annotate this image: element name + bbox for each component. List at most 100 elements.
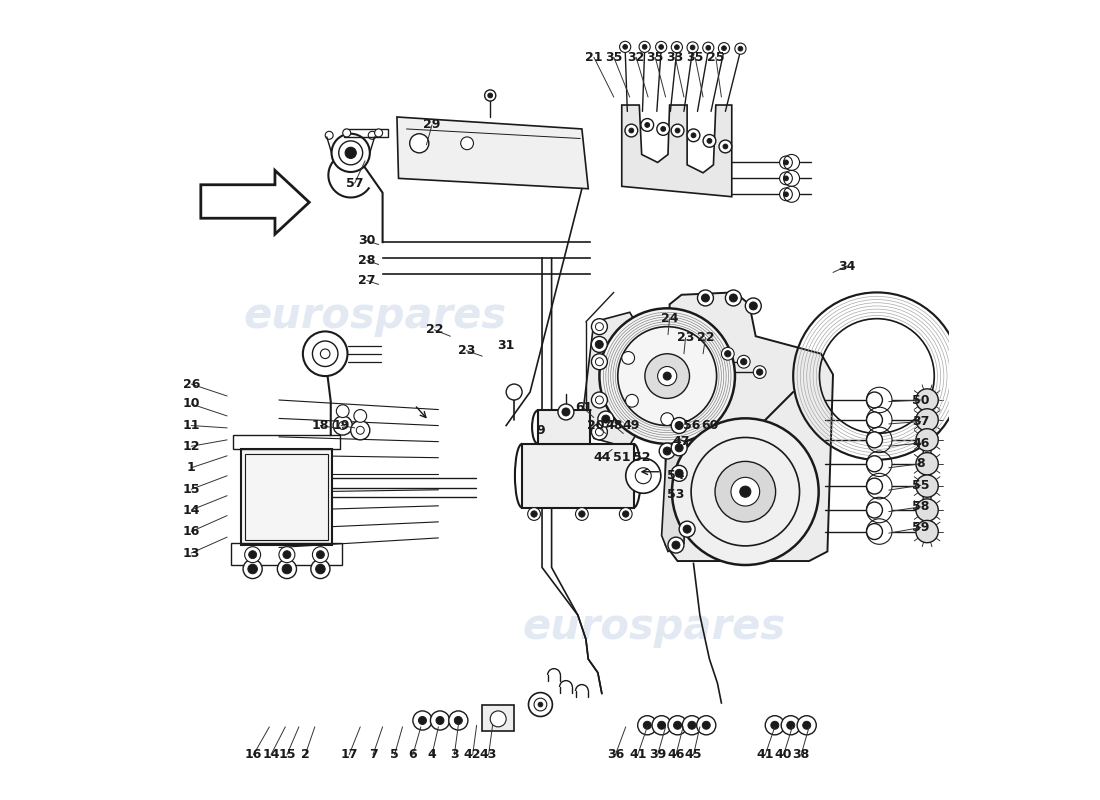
Circle shape bbox=[703, 42, 714, 54]
Circle shape bbox=[283, 550, 290, 558]
Circle shape bbox=[244, 546, 261, 562]
Text: 16: 16 bbox=[244, 748, 262, 762]
Circle shape bbox=[579, 511, 585, 517]
Circle shape bbox=[780, 188, 792, 201]
Text: 1: 1 bbox=[187, 462, 196, 474]
Circle shape bbox=[485, 90, 496, 101]
Circle shape bbox=[592, 424, 607, 440]
Circle shape bbox=[688, 42, 698, 53]
Circle shape bbox=[658, 366, 676, 386]
Circle shape bbox=[354, 410, 366, 422]
Circle shape bbox=[625, 124, 638, 137]
Polygon shape bbox=[690, 446, 705, 460]
Circle shape bbox=[683, 525, 691, 533]
Circle shape bbox=[351, 421, 370, 440]
Circle shape bbox=[757, 369, 763, 375]
Circle shape bbox=[663, 372, 671, 380]
Text: 23: 23 bbox=[458, 344, 475, 357]
Circle shape bbox=[803, 722, 811, 730]
Text: 56: 56 bbox=[683, 419, 701, 432]
Circle shape bbox=[740, 358, 747, 365]
Text: 55: 55 bbox=[912, 479, 930, 492]
Circle shape bbox=[690, 45, 695, 50]
Circle shape bbox=[783, 160, 789, 165]
Text: 37: 37 bbox=[912, 415, 930, 428]
Polygon shape bbox=[682, 514, 697, 526]
Circle shape bbox=[430, 711, 450, 730]
Text: 2: 2 bbox=[301, 748, 309, 762]
Circle shape bbox=[798, 716, 816, 735]
Text: 22: 22 bbox=[426, 323, 443, 336]
Circle shape bbox=[659, 443, 675, 459]
Circle shape bbox=[702, 294, 710, 302]
Circle shape bbox=[626, 394, 638, 407]
Circle shape bbox=[638, 716, 657, 735]
Circle shape bbox=[645, 354, 690, 398]
Circle shape bbox=[642, 45, 647, 50]
Text: 16: 16 bbox=[183, 525, 200, 538]
Text: 33: 33 bbox=[667, 50, 684, 64]
Circle shape bbox=[749, 302, 757, 310]
Bar bbox=[522, 444, 634, 508]
Text: 50: 50 bbox=[912, 394, 930, 406]
Text: 20: 20 bbox=[587, 419, 605, 432]
Circle shape bbox=[702, 722, 711, 730]
Text: 31: 31 bbox=[497, 339, 515, 352]
Circle shape bbox=[916, 409, 938, 431]
Text: 11: 11 bbox=[183, 419, 200, 432]
Circle shape bbox=[592, 354, 607, 370]
Text: 60: 60 bbox=[701, 419, 718, 432]
Circle shape bbox=[867, 456, 882, 472]
Text: 15: 15 bbox=[278, 748, 296, 762]
Circle shape bbox=[337, 405, 349, 418]
Bar bbox=[241, 450, 332, 545]
Text: 13: 13 bbox=[183, 546, 200, 559]
Text: 26: 26 bbox=[183, 378, 200, 390]
Text: 38: 38 bbox=[792, 748, 810, 762]
Circle shape bbox=[783, 192, 789, 197]
Circle shape bbox=[735, 43, 746, 54]
Circle shape bbox=[343, 129, 351, 137]
Circle shape bbox=[746, 298, 761, 314]
Circle shape bbox=[418, 717, 427, 725]
Circle shape bbox=[531, 511, 537, 517]
Circle shape bbox=[592, 392, 607, 408]
Text: 17: 17 bbox=[340, 748, 358, 762]
Text: 18: 18 bbox=[311, 419, 329, 432]
Circle shape bbox=[725, 290, 741, 306]
Bar bbox=[231, 542, 342, 565]
Circle shape bbox=[277, 559, 297, 578]
Circle shape bbox=[592, 318, 607, 334]
Circle shape bbox=[641, 118, 653, 131]
Circle shape bbox=[657, 122, 670, 135]
Text: 41: 41 bbox=[757, 748, 774, 762]
Polygon shape bbox=[700, 532, 714, 547]
Polygon shape bbox=[785, 523, 801, 538]
Circle shape bbox=[867, 412, 882, 428]
Circle shape bbox=[461, 137, 473, 150]
Circle shape bbox=[707, 138, 712, 143]
Circle shape bbox=[528, 508, 540, 520]
Circle shape bbox=[771, 722, 779, 730]
Circle shape bbox=[626, 458, 661, 494]
Circle shape bbox=[916, 520, 938, 542]
Text: 49: 49 bbox=[623, 419, 640, 432]
Circle shape bbox=[279, 546, 295, 562]
Text: 22: 22 bbox=[696, 331, 714, 344]
Circle shape bbox=[674, 45, 680, 50]
Circle shape bbox=[333, 416, 352, 435]
Circle shape bbox=[619, 42, 630, 53]
Circle shape bbox=[528, 693, 552, 717]
Text: 5: 5 bbox=[390, 748, 399, 762]
Text: eurospares: eurospares bbox=[243, 295, 506, 338]
Circle shape bbox=[312, 546, 329, 562]
Text: 35: 35 bbox=[647, 50, 664, 64]
Circle shape bbox=[675, 422, 683, 430]
Circle shape bbox=[675, 128, 680, 133]
Text: 47: 47 bbox=[673, 435, 691, 448]
Circle shape bbox=[331, 134, 370, 172]
Circle shape bbox=[675, 470, 683, 478]
Circle shape bbox=[672, 541, 680, 549]
Text: 15: 15 bbox=[183, 482, 200, 496]
Circle shape bbox=[658, 722, 666, 730]
